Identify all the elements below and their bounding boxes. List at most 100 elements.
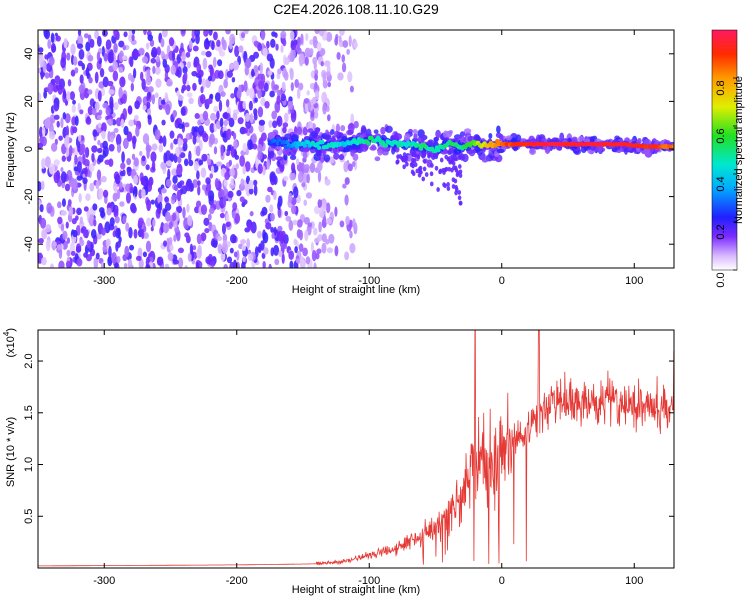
spectrogram-noise-speck	[58, 247, 63, 259]
spectrogram-noise-speck	[81, 168, 88, 174]
spectrogram-noise-speck	[156, 46, 161, 56]
spectrogram-noise-speck	[80, 143, 86, 155]
spectrogram-noise-speck	[177, 257, 184, 268]
spectrogram-noise-speck	[197, 185, 201, 196]
spectrogram-y-tick-label: 40	[23, 48, 35, 60]
spectrogram-noise-speck	[233, 139, 238, 150]
spectrogram-noise-speck	[141, 56, 149, 64]
spectrogram-noise-speck	[95, 252, 100, 260]
spectrogram-noise-speck	[145, 76, 152, 86]
spectrogram-noise-speck	[188, 40, 193, 50]
spectrogram-noise-speck	[228, 159, 233, 167]
spectrogram-noise-speck	[231, 76, 236, 83]
colorbar-tick-label: 0.4	[715, 176, 727, 191]
spectrogram-noise-speck	[277, 68, 282, 75]
spectrogram-noise-speck	[276, 115, 283, 127]
spectrogram-noise-speck	[226, 256, 233, 264]
spectrogram-branch-point	[458, 155, 462, 160]
spectrogram-noise-speck	[339, 30, 345, 36]
spectrogram-noise-speck	[205, 177, 211, 185]
spectrogram-branch-point	[395, 159, 400, 165]
spectrogram-noise-speck	[118, 86, 123, 99]
spectrogram-noise-speck	[141, 188, 146, 199]
spectrogram-noise-speck	[238, 45, 244, 53]
spectrogram-noise-speck	[305, 33, 309, 42]
snr-y-scale: (x104)	[2, 328, 17, 358]
spectrogram-noise-speck	[98, 187, 104, 200]
spectrogram-noise-speck	[241, 261, 246, 268]
spectrogram-noise-speck	[202, 110, 209, 121]
spectrogram-noise-speck	[171, 212, 177, 222]
spectrogram-noise-speck	[196, 233, 202, 245]
spectrogram-halo-point	[302, 150, 308, 160]
spectrogram-noise-speck	[289, 68, 294, 81]
spectrogram-noise-speck	[232, 132, 237, 140]
spectrogram-halo-point	[333, 130, 340, 138]
snr-x-tick-label: -300	[93, 575, 115, 587]
spectrogram-noise-speck	[347, 163, 353, 172]
spectrogram-halo-point	[324, 134, 332, 141]
spectrogram-noise-speck	[219, 117, 224, 128]
spectrogram-noise-speck	[282, 39, 287, 47]
spectrogram-noise-speck	[186, 84, 191, 92]
spectrogram-noise-speck	[225, 221, 231, 228]
spectrogram-noise-speck	[160, 188, 167, 194]
spectrogram-noise-speck	[78, 84, 85, 94]
spectrogram-noise-speck	[183, 71, 188, 82]
spectrogram-noise-speck	[308, 48, 314, 56]
spectrogram-noise-speck	[96, 232, 102, 240]
spectrogram-noise-speck	[41, 256, 47, 266]
spectrogram-trace-point	[315, 141, 320, 147]
spectrogram-branch-point	[451, 184, 456, 189]
spectrogram-noise-speck	[297, 171, 304, 183]
spectrogram-noise-speck	[257, 163, 263, 175]
spectrogram-noise-speck	[177, 156, 182, 164]
spectrogram-halo-point	[393, 131, 399, 140]
colorbar: 0.0 0.2 0.4 0.6 0.8 Normalized spectral ampl…	[711, 29, 745, 288]
spectrogram-noise-speck	[158, 104, 163, 110]
spectrogram-noise-speck	[239, 155, 246, 167]
spectrogram-noise-speck	[313, 110, 319, 119]
spectrogram-noise-speck	[217, 243, 223, 254]
spectrogram-noise-speck	[118, 66, 124, 73]
spectrogram-noise-speck	[232, 112, 238, 121]
spectrogram-noise-speck	[176, 66, 182, 78]
spectrogram-noise-speck	[262, 260, 266, 268]
spectrogram-noise-speck	[72, 229, 78, 238]
spectrogram-noise-speck	[346, 48, 351, 55]
spectrogram-noise-speck	[169, 130, 175, 139]
spectrogram-noise-speck	[119, 201, 125, 207]
spectrogram-noise-speck	[125, 222, 130, 232]
spectrogram-noise-speck	[310, 241, 315, 253]
spectrogram-noise-speck	[290, 110, 297, 123]
spectrogram-noise-speck	[50, 32, 55, 44]
spectrogram-noise-speck	[41, 158, 46, 170]
spectrogram-noise-speck	[264, 82, 269, 92]
spectrogram-noise-speck	[84, 33, 89, 39]
spectrogram-noise-speck	[288, 219, 294, 231]
spectrogram-noise-speck	[246, 238, 251, 250]
spectrogram-noise-speck	[229, 247, 234, 254]
spectrogram-noise-speck	[71, 104, 76, 113]
spectrogram-noise-speck	[72, 180, 77, 191]
spectrogram-noise-speck	[163, 222, 169, 234]
spectrogram-noise-speck	[303, 216, 310, 225]
spectrogram-noise-speck	[53, 241, 57, 247]
spectrogram-noise-speck	[129, 186, 134, 194]
spectrogram-noise-speck	[350, 113, 355, 125]
spectrogram-noise-speck	[98, 122, 102, 129]
spectrogram-noise-speck	[200, 50, 207, 56]
spectrogram-branch-point	[454, 156, 458, 162]
spectrogram-noise-speck	[113, 30, 119, 37]
spectrogram-noise-speck	[131, 135, 137, 145]
colorbar-tick-label: 0.8	[715, 80, 727, 95]
spectrogram-noise-speck	[294, 246, 298, 254]
spectrogram-noise-speck	[76, 161, 82, 173]
spectrogram-halo-point	[275, 156, 283, 161]
spectrogram-noise-speck	[151, 94, 156, 105]
spectrogram-noise-speck	[100, 175, 107, 183]
spectrogram-noise-speck	[290, 42, 296, 51]
spectrogram-noise-speck	[202, 57, 208, 70]
spectrogram-noise-speck	[89, 214, 94, 222]
spectrogram-noise-speck	[283, 112, 289, 123]
